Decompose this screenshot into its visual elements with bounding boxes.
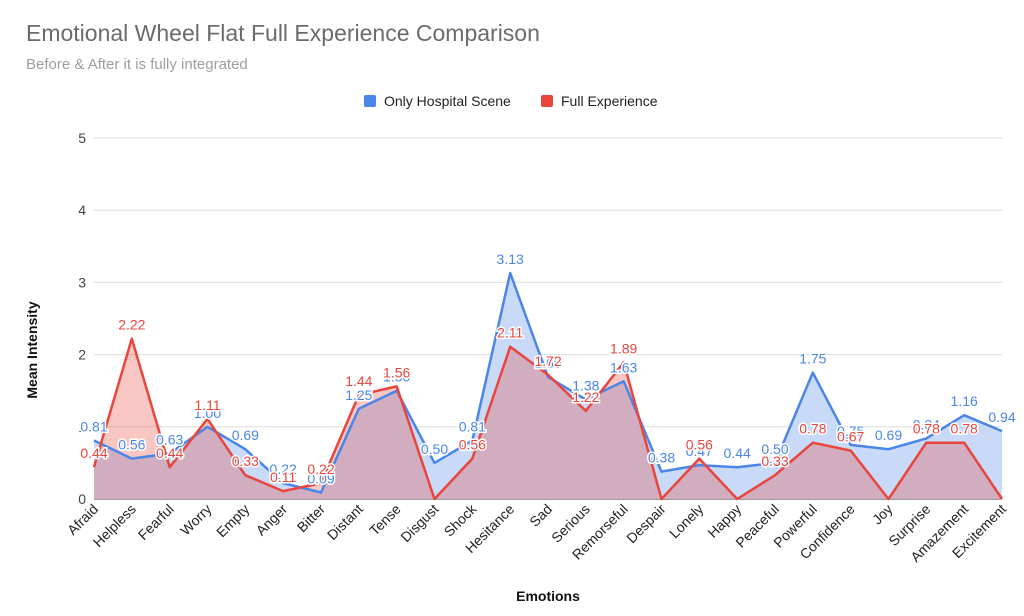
data-label-only-hospital-scene: 0.69 (232, 427, 259, 443)
data-label-only-hospital-scene: 0.94 (988, 409, 1015, 425)
data-label-only-hospital-scene: 1.63 (610, 359, 637, 375)
x-tick-label: Bitter (294, 501, 329, 536)
data-label-full-experience: 0.44 (80, 445, 107, 461)
x-tick-label: Worry (177, 501, 215, 539)
data-label-only-hospital-scene: 0.22 (270, 461, 297, 477)
y-axis-title: Mean Intensity (24, 301, 40, 398)
data-label-full-experience: 0.67 (837, 429, 864, 445)
data-label-full-experience: 0.33 (761, 453, 788, 469)
y-tick-label: 5 (78, 130, 86, 146)
data-label-full-experience: 0.22 (307, 461, 334, 477)
data-label-full-experience: 2.22 (118, 317, 145, 333)
line-only-hospital-scene (93, 271, 1003, 494)
y-tick-label: 1 (78, 419, 86, 435)
y-tick-label: 0 (78, 491, 86, 507)
data-label-full-experience: 1.44 (345, 373, 372, 389)
data-label-only-hospital-scene: 0.09 (307, 471, 334, 487)
area-only-hospital-scene (94, 273, 1002, 499)
data-label-only-hospital-scene: 0.84 (913, 416, 940, 432)
data-label-full-experience: 2.11 (497, 325, 523, 341)
data-label-full-experience: 1.11 (194, 397, 220, 413)
x-tick-label: Fearful (135, 501, 177, 543)
data-label-full-experience: 0.44 (156, 445, 183, 461)
x-tick-label: Sad (526, 501, 555, 530)
data-label-full-experience: 0.78 (799, 421, 826, 437)
data-label-only-hospital-scene: 1.16 (951, 393, 978, 409)
data-label-only-hospital-scene: 0.50 (761, 441, 788, 457)
x-tick-label: Empty (213, 501, 252, 540)
chart-subtitle: Before & After it is fully integrated (26, 56, 248, 73)
legend-label-only-hospital-scene: Only Hospital Scene (384, 93, 511, 109)
x-tick-label: Despair (623, 501, 669, 547)
x-tick-label: Disgust (397, 501, 441, 545)
data-label-full-experience: 1.22 (572, 389, 599, 405)
data-label-only-hospital-scene: 0.81 (80, 419, 107, 435)
x-tick-label: Anger (253, 501, 291, 539)
legend-label-full-experience: Full Experience (561, 93, 658, 109)
area-full-experience (94, 338, 1002, 499)
data-label-only-hospital-scene: 0.81 (459, 419, 486, 435)
data-label-full-experience: 0.56 (686, 437, 713, 453)
data-label-only-hospital-scene: 0.44 (724, 445, 751, 461)
data-label-full-experience: 0.33 (232, 453, 259, 469)
data-label-full-experience: 0.78 (951, 421, 978, 437)
x-tick-label: Joy (869, 501, 896, 528)
data-label-only-hospital-scene: 0.63 (156, 432, 183, 448)
data-label-only-hospital-scene: 0.50 (421, 441, 448, 457)
data-label-only-hospital-scene: 3.13 (497, 251, 524, 267)
y-tick-label: 4 (78, 202, 86, 218)
data-label-only-hospital-scene: 0.69 (875, 427, 902, 443)
legend-swatch-full-experience (541, 95, 553, 107)
data-label-full-experience: 0.11 (270, 469, 296, 485)
data-label-full-experience: 0.78 (913, 421, 940, 437)
x-axis-title: Emotions (516, 588, 580, 604)
data-label-only-hospital-scene: 1.50 (383, 369, 410, 385)
data-label-only-hospital-scene: 1.38 (572, 377, 599, 393)
legend-swatch-only-hospital-scene (364, 95, 376, 107)
legend: Only Hospital Scene Full Experience (364, 93, 658, 109)
data-label-only-hospital-scene: 0.47 (686, 443, 713, 459)
x-tick-label: Lonely (666, 501, 706, 541)
line-full-experience (92, 337, 1004, 501)
data-label-only-hospital-scene: 0.38 (648, 450, 675, 466)
data-label-only-hospital-scene: 1.69 (534, 355, 561, 371)
data-label-only-hospital-scene: 0.56 (118, 437, 145, 453)
data-label-only-hospital-scene: 1.25 (345, 387, 372, 403)
data-label-full-experience: 1.56 (383, 364, 410, 380)
chart-title: Emotional Wheel Flat Full Experience Com… (26, 20, 540, 46)
data-label-full-experience: 1.72 (534, 353, 561, 369)
data-label-full-experience: 1.89 (610, 341, 637, 357)
data-label-only-hospital-scene: 1.75 (799, 351, 826, 367)
y-tick-label: 3 (78, 274, 86, 290)
x-tick-label: Distant (324, 501, 366, 543)
data-label-only-hospital-scene: 0.75 (837, 423, 864, 439)
y-tick-label: 2 (78, 347, 86, 363)
data-label-only-hospital-scene: 1.00 (194, 405, 221, 421)
data-label-full-experience: 0.56 (459, 437, 486, 453)
